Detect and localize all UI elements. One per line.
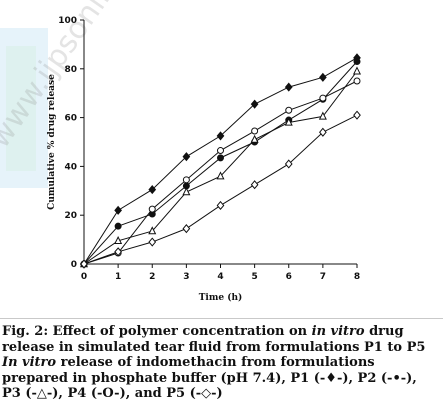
caption-title: Fig. 2: Effect of polymer concentration …: [2, 324, 440, 355]
x-tick-label: 1: [115, 272, 121, 282]
caption-description-b: release of indomethacin from formulation…: [2, 355, 417, 401]
data-point-p4: [182, 176, 190, 184]
figure-caption: Fig. 2: Effect of polymer concentration …: [2, 324, 440, 402]
data-point-p1: [148, 185, 157, 195]
x-tick-label: 7: [320, 272, 326, 282]
caption-title-em: in vitro: [311, 324, 365, 339]
data-point-p1: [114, 205, 122, 215]
release-profile-chart: www.ijpsonline.com / ijp.sdknow.com 0204…: [0, 0, 362, 303]
caption-title-a: Fig. 2: Effect of polymer concentration …: [2, 324, 312, 339]
x-tick-label: 6: [286, 272, 292, 282]
y-tick-label: 40: [64, 162, 77, 172]
data-point-p3: [318, 111, 327, 120]
data-point-p3: [216, 171, 225, 180]
data-point-p5: [353, 110, 361, 120]
x-tick-label: 0: [81, 272, 87, 282]
data-point-p3: [182, 187, 191, 196]
data-point-p1: [216, 131, 225, 141]
caption-divider: [0, 318, 443, 319]
x-tick-label: 3: [183, 272, 189, 282]
data-point-p1: [250, 99, 259, 109]
caption-description: In vitro release of indomethacin from fo…: [2, 355, 440, 402]
caption-description-em: In vitro: [2, 355, 57, 370]
data-point-p4: [251, 127, 259, 135]
data-point-p4: [319, 94, 327, 102]
data-point-p5: [319, 127, 327, 137]
y-tick-label: 80: [64, 65, 77, 75]
data-point-p1: [284, 82, 293, 92]
data-point-p5: [284, 159, 293, 169]
data-point-p2: [353, 57, 361, 65]
x-tick-label: 4: [217, 272, 223, 282]
data-point-p3: [148, 226, 157, 235]
watermark-band: [0, 28, 48, 188]
data-point-p5: [250, 180, 259, 190]
data-point-p1: [319, 72, 327, 82]
data-point-p4: [353, 77, 361, 85]
x-axis-label: Time (h): [199, 292, 243, 303]
chart-series: [79, 53, 362, 269]
data-point-p4: [285, 106, 293, 114]
data-point-p3: [284, 117, 293, 126]
x-tick-label: 5: [251, 272, 257, 282]
watermark-band-inner: [6, 46, 36, 171]
caption-title-b: drug release in simulated tear fluid fro…: [2, 324, 426, 355]
y-axis-label: Cumulative % drug release: [47, 74, 57, 210]
data-point-p3: [352, 66, 362, 75]
data-point-p4: [148, 205, 156, 213]
data-point-p1: [182, 152, 191, 162]
data-point-p5: [148, 237, 157, 247]
x-tick-label: 8: [354, 272, 360, 282]
series-p3: [79, 66, 362, 268]
data-point-p4: [217, 147, 224, 155]
series-p2: [80, 57, 361, 268]
data-point-p5: [114, 247, 122, 257]
chart-ticks: 0 20 40 60 80 100 0 1 2 3 4 5 6 7 8: [58, 16, 360, 282]
chart-axes: [83, 20, 357, 265]
y-tick-label: 100: [58, 16, 77, 26]
series-line-p2: [83, 61, 358, 265]
y-tick-label: 0: [71, 260, 77, 270]
data-point-p5: [80, 259, 88, 269]
y-tick-label: 60: [64, 114, 77, 124]
data-point-p3: [250, 134, 259, 143]
data-point-p5: [216, 200, 225, 211]
series-p5: [80, 110, 361, 269]
data-point-p3: [114, 236, 123, 245]
data-point-p2: [114, 222, 122, 230]
x-tick-label: 2: [149, 272, 155, 282]
data-point-p2: [217, 154, 224, 162]
y-tick-label: 20: [64, 211, 77, 221]
data-point-p5: [182, 224, 191, 234]
